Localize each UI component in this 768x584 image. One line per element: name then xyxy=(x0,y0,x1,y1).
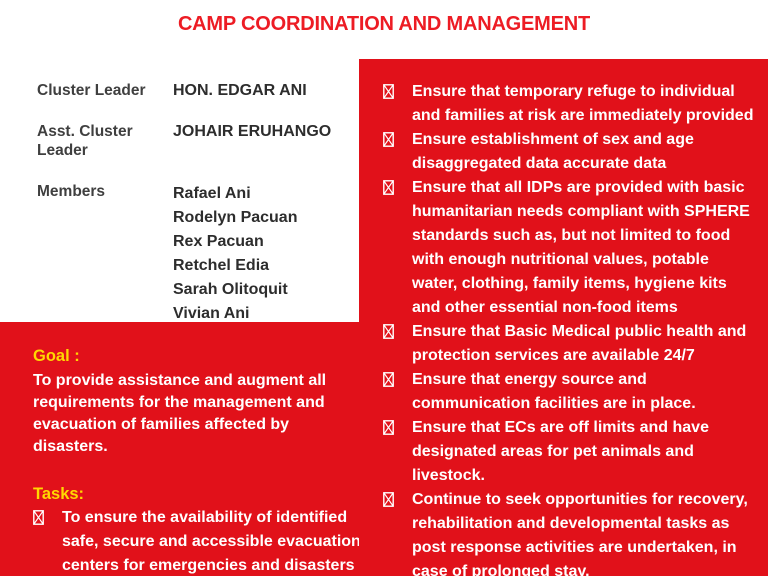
crossed-box-icon xyxy=(383,84,394,99)
tasks-heading: Tasks: xyxy=(33,485,85,503)
crossed-box-icon xyxy=(383,420,394,435)
responsibility-text: Ensure that Basic Medical public health … xyxy=(412,323,747,364)
asst-cluster-leader-label: Asst. Cluster Leader xyxy=(37,123,133,159)
responsibility-text: Ensure establishment of sex and age disa… xyxy=(412,131,694,172)
roster: Cluster Leader HON. EDGAR ANI Asst. Clus… xyxy=(37,81,357,348)
members-row: Members Rafael Ani Rodelyn Pacuan Rex Pa… xyxy=(37,182,357,326)
task-item: To ensure the availability of identified… xyxy=(33,506,364,578)
crossed-box-bullet-icon xyxy=(383,420,394,435)
crossed-box-bullet-icon xyxy=(33,510,44,525)
member-name: Retchel Edia xyxy=(173,257,270,274)
crossed-box-bullet-icon xyxy=(383,324,394,339)
responsibility-item: Continue to seek opportunities for recov… xyxy=(383,488,758,584)
task-text: To ensure the availability of identified… xyxy=(62,509,361,574)
responsibility-item: Ensure establishment of sex and age disa… xyxy=(383,128,758,176)
member-name: Rafael Ani xyxy=(173,185,251,202)
slide-title: CAMP COORDINATION AND MANAGEMENT xyxy=(177,13,591,35)
crossed-box-icon xyxy=(33,510,44,525)
responsibility-text: Ensure that energy source and communicat… xyxy=(412,371,696,412)
goal-heading: Goal : xyxy=(33,347,80,365)
cluster-leader-label: Cluster Leader xyxy=(37,82,146,99)
crossed-box-icon xyxy=(383,324,394,339)
crossed-box-icon xyxy=(383,132,394,147)
responsibility-text: Ensure that temporary refuge to individu… xyxy=(412,83,754,124)
member-name: Sarah Olitoquit xyxy=(173,281,288,298)
goal-text: To provide assistance and augment all re… xyxy=(33,372,327,455)
member-list: Rafael Ani Rodelyn Pacuan Rex Pacuan Ret… xyxy=(173,182,297,326)
responsibility-item: Ensure that all IDPs are provided with b… xyxy=(383,176,758,320)
responsibility-item: Ensure that energy source and communicat… xyxy=(383,368,758,416)
members-label: Members xyxy=(37,183,106,200)
crossed-box-bullet-icon xyxy=(383,372,394,387)
responsibility-text: Ensure that all IDPs are provided with b… xyxy=(412,179,750,316)
responsibility-text: Ensure that ECs are off limits and have … xyxy=(412,419,709,484)
member-name: Rodelyn Pacuan xyxy=(173,209,298,226)
asst-cluster-leader-value: JOHAIR ERUHANGO xyxy=(173,123,332,140)
crossed-box-icon xyxy=(383,372,394,387)
cluster-leader-row: Cluster Leader HON. EDGAR ANI xyxy=(37,81,357,100)
responsibility-item: Ensure that Basic Medical public health … xyxy=(383,320,758,368)
responsibility-item: Ensure that ECs are off limits and have … xyxy=(383,416,758,488)
goal-tasks-panel: Goal : To provide assistance and augment… xyxy=(0,322,364,576)
cluster-leader-value: HON. EDGAR ANI xyxy=(173,82,307,99)
responsibility-text: Continue to seek opportunities for recov… xyxy=(412,491,748,580)
crossed-box-icon xyxy=(383,180,394,195)
member-name: Vivian Ani xyxy=(173,305,250,322)
crossed-box-bullet-icon xyxy=(383,132,394,147)
asst-cluster-leader-row: Asst. Cluster Leader JOHAIR ERUHANGO xyxy=(37,122,357,160)
member-name: Rex Pacuan xyxy=(173,233,264,250)
crossed-box-icon xyxy=(383,492,394,507)
crossed-box-bullet-icon xyxy=(383,180,394,195)
crossed-box-bullet-icon xyxy=(383,84,394,99)
crossed-box-bullet-icon xyxy=(383,492,394,507)
responsibility-item: Ensure that temporary refuge to individu… xyxy=(383,80,758,128)
responsibilities-panel: Ensure that temporary refuge to individu… xyxy=(359,59,768,580)
